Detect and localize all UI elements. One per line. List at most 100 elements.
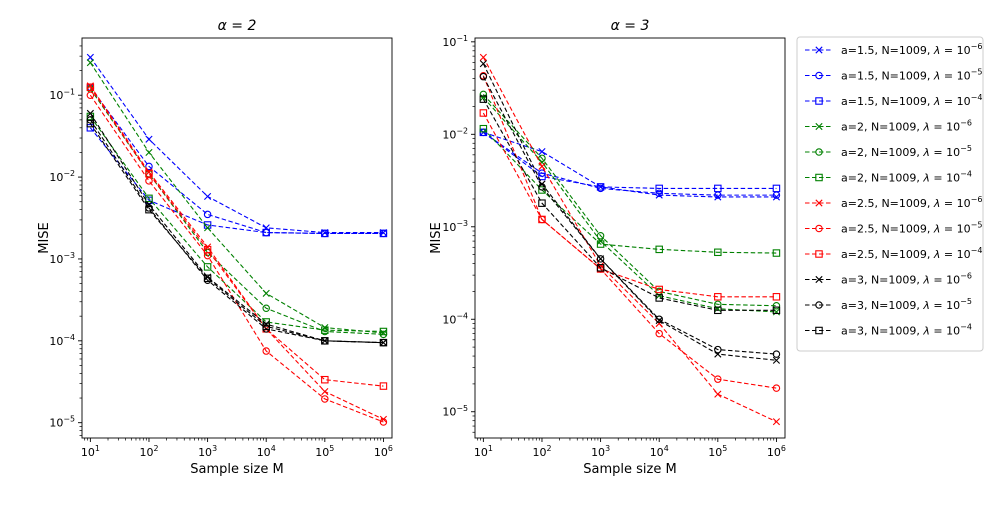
series-line bbox=[89, 85, 384, 420]
data-point bbox=[262, 347, 270, 355]
data-point bbox=[714, 390, 722, 398]
data-point bbox=[772, 184, 781, 193]
series-line bbox=[89, 86, 384, 387]
series-a-3-n-1009-10-6 bbox=[86, 109, 388, 347]
legend-label: a=2, N=1009, λ = 10−4 bbox=[841, 170, 972, 185]
data-point bbox=[655, 189, 663, 198]
legend-label: a=2.5, N=1009, λ = 10−5 bbox=[841, 221, 982, 236]
series-a-3-n-1009-10-6 bbox=[479, 60, 781, 364]
y-tick-label: 10−4 bbox=[442, 311, 468, 326]
legend-label: a=3, N=1009, λ = 10−6 bbox=[841, 272, 972, 287]
data-point bbox=[655, 315, 663, 324]
y-tick-label: 10−4 bbox=[49, 333, 75, 348]
data-point bbox=[204, 224, 212, 232]
data-point bbox=[655, 184, 663, 193]
data-point bbox=[204, 192, 212, 201]
legend-label: a=1.5, N=1009, λ = 10−6 bbox=[841, 42, 982, 57]
series-line bbox=[89, 113, 384, 344]
data-point bbox=[203, 210, 212, 219]
x-tick-label: 102 bbox=[532, 444, 551, 459]
legend-item: a=3, N=1009, λ = 10−6 bbox=[805, 272, 972, 287]
data-point bbox=[321, 337, 329, 345]
series-a-2-n-1009-10-6 bbox=[479, 93, 781, 316]
series-line bbox=[89, 123, 384, 344]
legend-label: a=2.5, N=1009, λ = 10−6 bbox=[841, 195, 982, 210]
series-line bbox=[89, 57, 384, 234]
data-point bbox=[714, 375, 722, 383]
legend-label: a=1.5, N=1009, λ = 10−4 bbox=[841, 93, 982, 108]
series-a-1-5-n-1009-10-4 bbox=[479, 128, 781, 193]
series-line bbox=[482, 57, 777, 423]
data-point bbox=[86, 109, 94, 117]
data-point bbox=[714, 184, 722, 193]
data-point bbox=[479, 60, 487, 68]
x-tick-label: 105 bbox=[708, 444, 727, 459]
data-point bbox=[772, 356, 781, 364]
data-point bbox=[772, 249, 781, 257]
legend-item: a=2, N=1009, λ = 10−4 bbox=[805, 170, 972, 185]
data-point bbox=[145, 205, 153, 214]
legend-label: a=2, N=1009, λ = 10−6 bbox=[841, 119, 972, 134]
series-line bbox=[483, 131, 777, 189]
data-point bbox=[321, 375, 329, 384]
series-line bbox=[482, 75, 777, 389]
data-point bbox=[714, 306, 722, 315]
data-point bbox=[86, 124, 95, 132]
data-point bbox=[379, 382, 388, 390]
y-tick-label: 10−3 bbox=[442, 219, 468, 234]
data-point bbox=[772, 418, 781, 426]
legend-label: a=1.5, N=1009, λ = 10−5 bbox=[841, 68, 982, 83]
data-point bbox=[379, 327, 388, 336]
data-point bbox=[655, 316, 663, 325]
x-tick-label: 106 bbox=[767, 444, 786, 459]
legend-item: a=2.5, N=1009, λ = 10−5 bbox=[805, 221, 982, 236]
legend-marker bbox=[815, 250, 823, 258]
legend-marker bbox=[815, 224, 823, 233]
data-point bbox=[203, 274, 212, 283]
data-point bbox=[479, 109, 488, 117]
data-point bbox=[772, 350, 781, 358]
y-axis-label: MISE bbox=[37, 222, 52, 254]
data-point bbox=[596, 240, 605, 248]
legend-marker bbox=[815, 148, 823, 156]
legend-marker bbox=[815, 97, 823, 105]
legend-item: a=3, N=1009, λ = 10−4 bbox=[805, 323, 972, 338]
x-axis-label: Sample size M bbox=[190, 462, 283, 477]
data-point bbox=[596, 255, 605, 263]
legend: a=1.5, N=1009, λ = 10−6 a=1.5, N=1009, λ … bbox=[796, 36, 984, 352]
data-point bbox=[479, 72, 488, 81]
series-line bbox=[89, 116, 384, 333]
data-point bbox=[479, 90, 488, 99]
y-tick-label: 10−3 bbox=[49, 251, 75, 266]
data-point bbox=[321, 395, 329, 403]
data-point bbox=[203, 263, 212, 271]
legend-marker bbox=[815, 173, 823, 182]
legend-box bbox=[796, 36, 984, 352]
data-point bbox=[203, 245, 212, 254]
data-point bbox=[321, 326, 329, 334]
legend-marker bbox=[815, 301, 823, 309]
series-a-1-5-n-1009-10-4 bbox=[86, 124, 388, 238]
data-point bbox=[321, 387, 329, 396]
x-tick-label: 101 bbox=[81, 444, 100, 459]
data-point bbox=[262, 322, 270, 331]
series-line bbox=[89, 94, 384, 423]
series-a-2-5-n-1009-10-4 bbox=[86, 83, 388, 390]
axes-frame bbox=[81, 37, 393, 439]
data-point bbox=[145, 148, 153, 157]
legend-item: a=2, N=1009, λ = 10−6 bbox=[805, 119, 972, 134]
legend-item: a=2.5, N=1009, λ = 10−4 bbox=[805, 246, 982, 261]
x-tick-label: 103 bbox=[198, 444, 217, 459]
data-point bbox=[379, 338, 388, 347]
series-a-2-n-1009-10-6 bbox=[86, 59, 388, 337]
x-tick-label: 104 bbox=[650, 444, 669, 459]
series-line bbox=[482, 94, 777, 307]
data-point bbox=[379, 418, 388, 426]
legend-label: a=3, N=1009, λ = 10−4 bbox=[841, 323, 972, 338]
data-point bbox=[86, 59, 94, 67]
data-point bbox=[596, 264, 605, 272]
series-a-2-5-n-1009-10-4 bbox=[479, 109, 781, 301]
data-point bbox=[86, 119, 95, 128]
series-line bbox=[89, 62, 384, 334]
